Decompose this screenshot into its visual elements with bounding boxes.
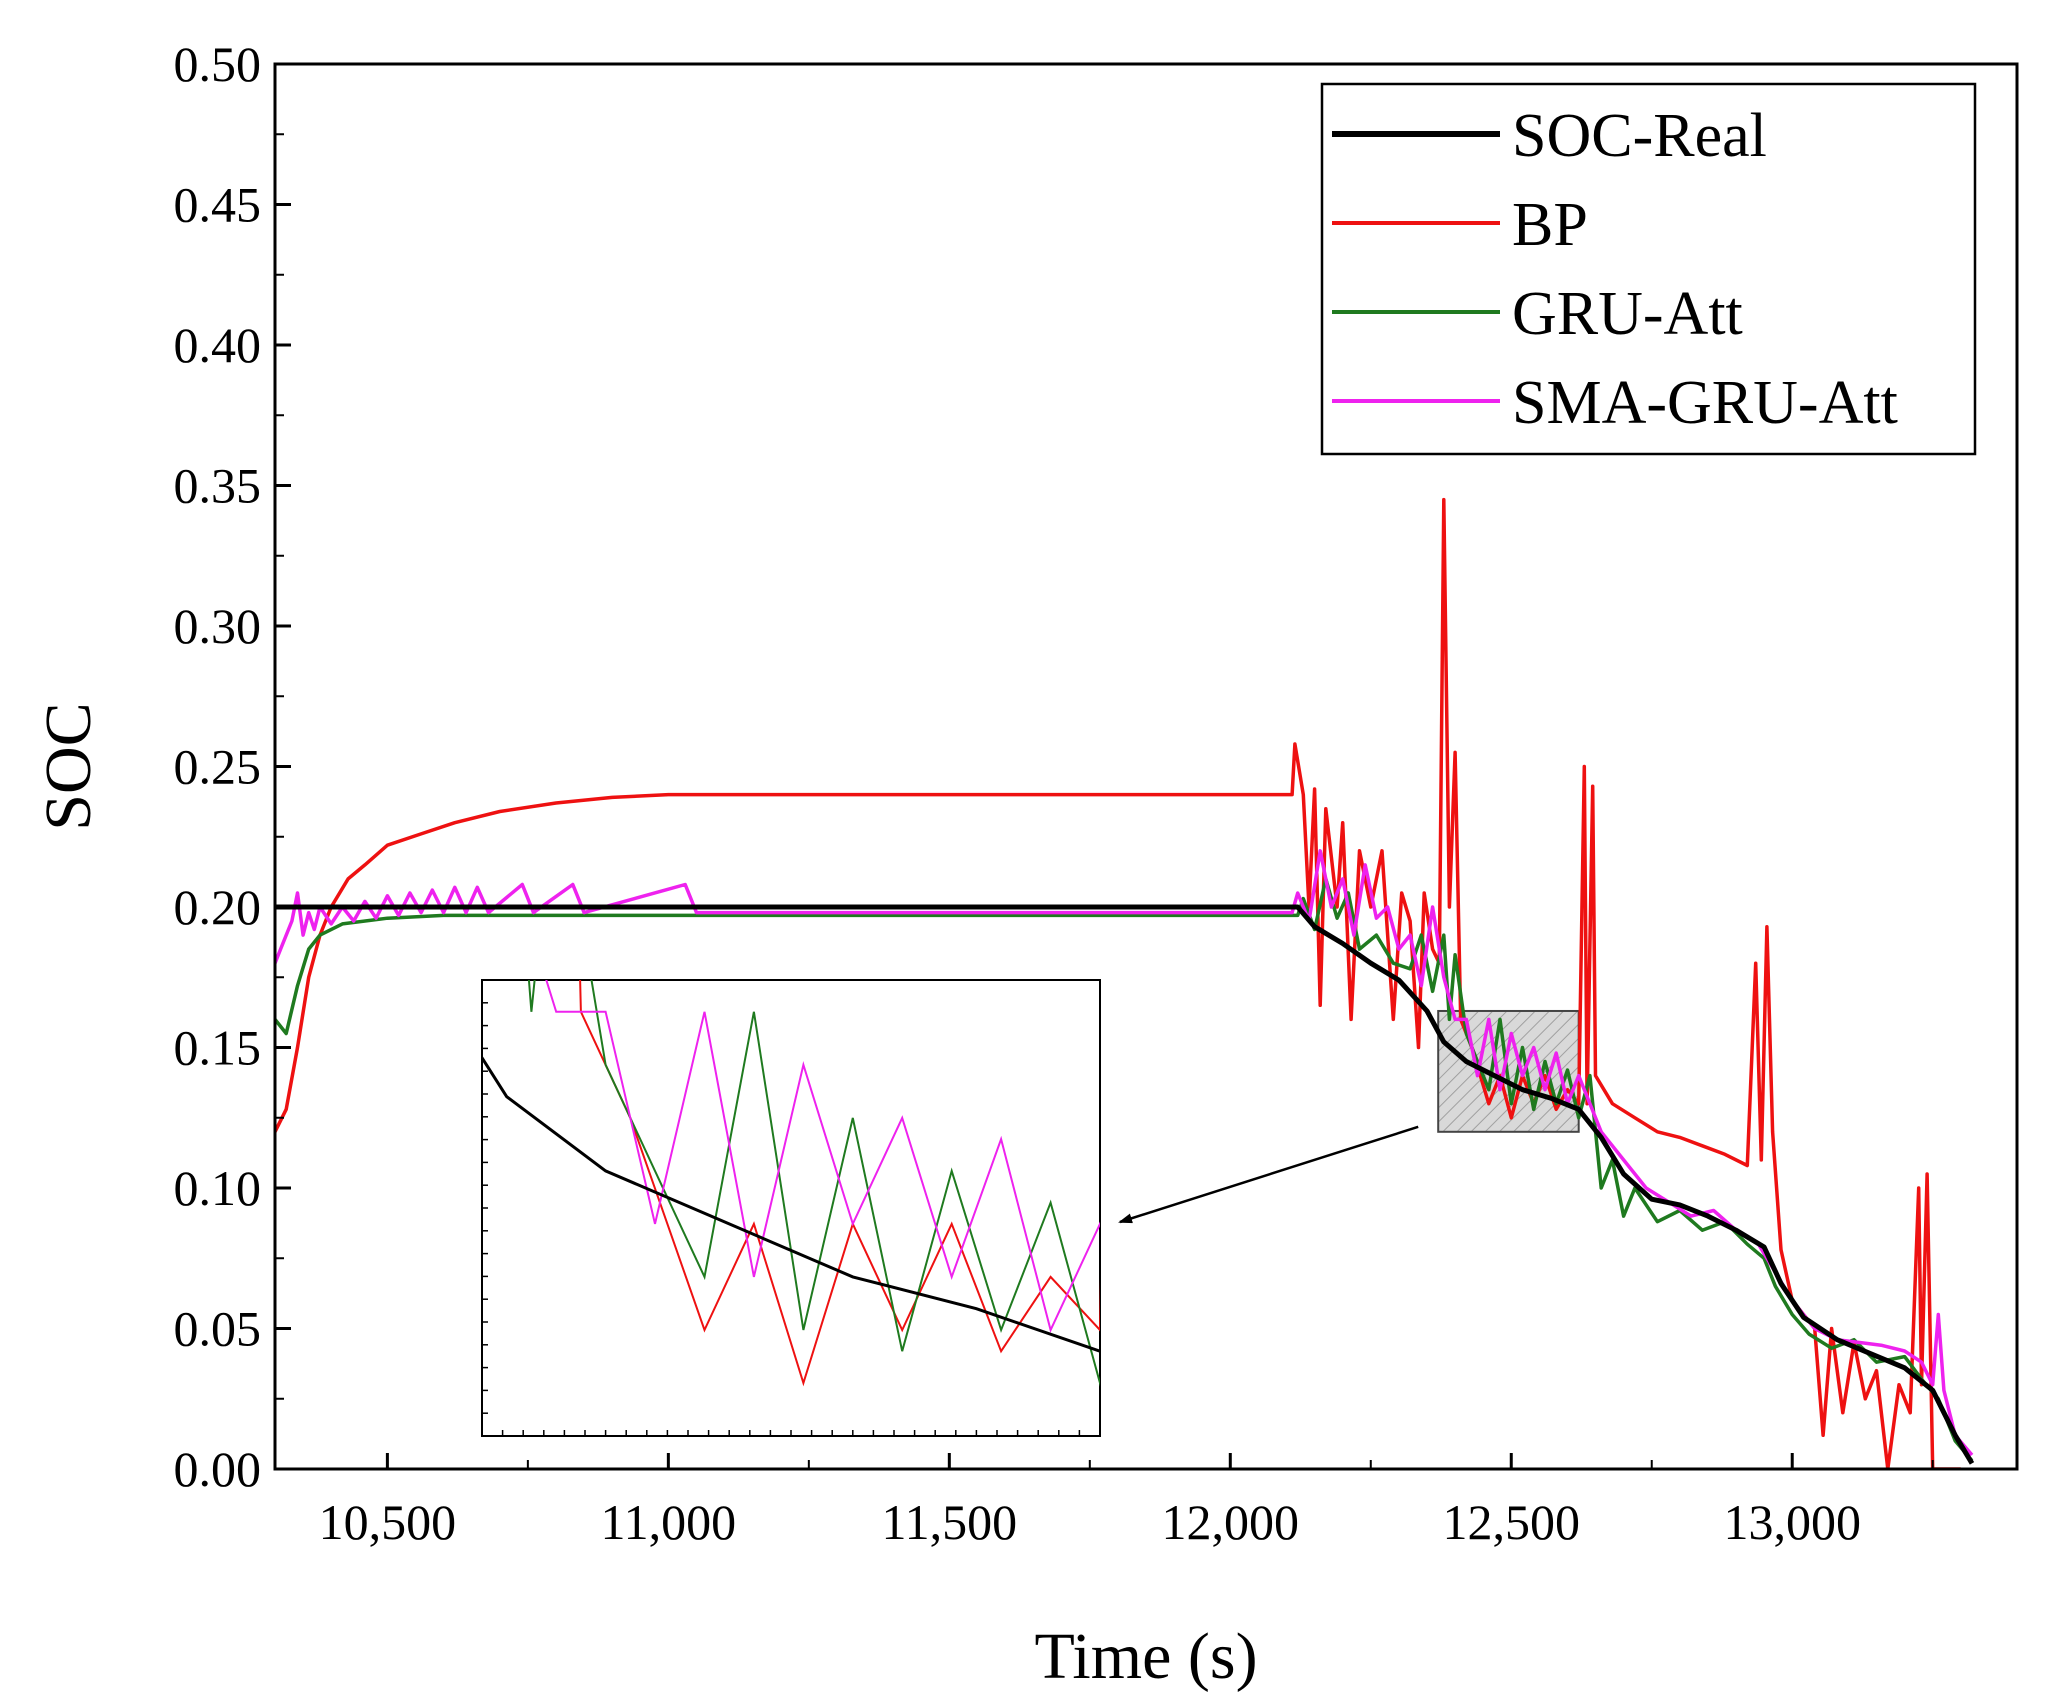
y-tick-label: 0.20 <box>174 879 262 935</box>
axes-group: 0.00 0.05 0.10 0.15 0.20 0.25 0.30 0.35 0.40 0.45… <box>174 36 2019 1550</box>
legend-label-gru-att: GRU-Att <box>1512 280 1743 348</box>
legend-label-bp: BP <box>1512 191 1588 259</box>
y-tick-label: 0.00 <box>174 1441 262 1497</box>
series-line-soc-real <box>275 904 1975 1465</box>
inset-line-bp <box>579 980 1100 1387</box>
x-tick-label: 13,000 <box>1723 1494 1861 1550</box>
x-axis-title: Time (s) <box>1034 1620 1257 1693</box>
series-group <box>275 497 1975 1469</box>
x-tick-label: 12,000 <box>1162 1494 1300 1550</box>
series-line-bp <box>275 497 1961 1469</box>
legend-group: SOC-Real BP GRU-Att SMA-GRU-Att <box>1320 82 1977 456</box>
y-tick-label: 0.30 <box>174 598 262 654</box>
y-tick-label: 0.05 <box>174 1301 262 1357</box>
x-tick-label: 10,500 <box>319 1494 457 1550</box>
legend-label-sma-gru-att: SMA-GRU-Att <box>1512 369 1898 437</box>
y-tick-label: 0.50 <box>174 36 262 92</box>
y-tick-label: 0.15 <box>174 1020 262 1076</box>
y-tick-label: 0.25 <box>174 739 262 795</box>
series-line-sma-gru-att <box>275 849 1974 1457</box>
y-tick-label: 0.10 <box>174 1160 262 1216</box>
x-tick-label: 11,500 <box>881 1494 1017 1550</box>
inset-group <box>481 979 1419 1437</box>
y-tick-label: 0.45 <box>174 177 262 233</box>
inset-line-sma-gru-att <box>545 980 1100 1333</box>
x-tick-label: 11,000 <box>601 1494 737 1550</box>
zoom-arrow <box>1118 1125 1419 1224</box>
legend-box <box>1320 82 1977 456</box>
legend-label-soc-real: SOC-Real <box>1512 102 1767 170</box>
inset-line-soc-real <box>482 1055 1100 1354</box>
inset-frame <box>481 979 1101 1437</box>
y-tick-label: 0.40 <box>174 317 262 373</box>
y-axis-title: SOC <box>32 702 105 830</box>
y-tick-label: 0.35 <box>174 458 262 514</box>
x-tick-label: 12,500 <box>1443 1494 1581 1550</box>
